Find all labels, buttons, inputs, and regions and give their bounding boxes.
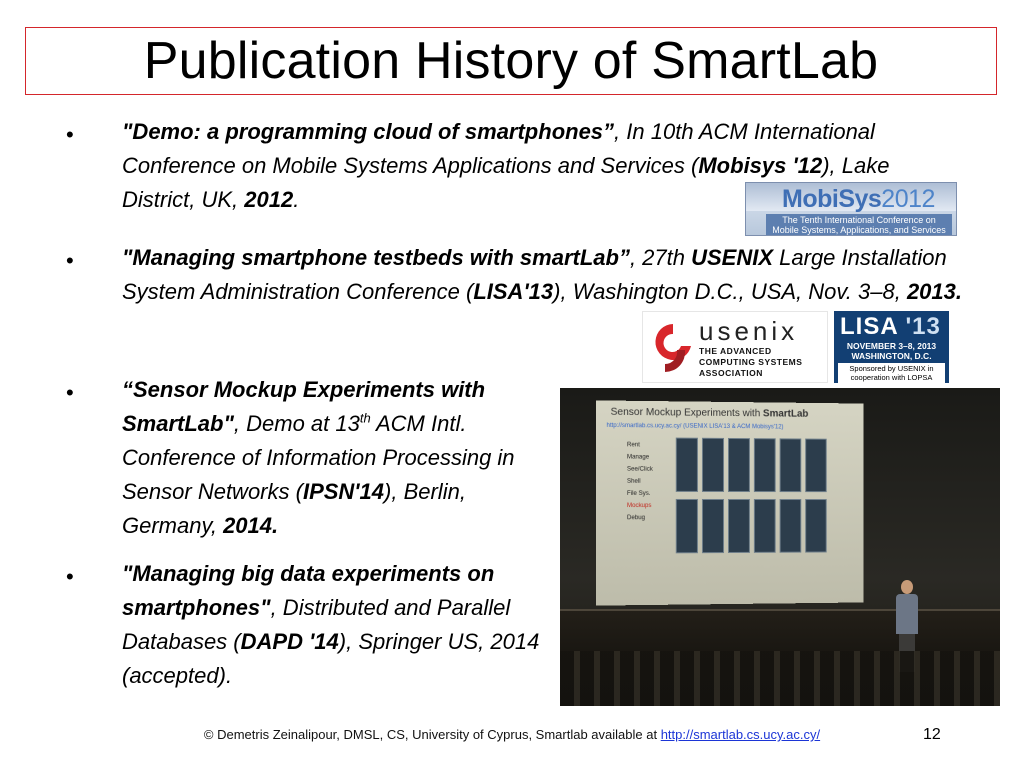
pub-venue: Mobisys '12 bbox=[698, 153, 823, 178]
smartlab-link[interactable]: http://smartlab.cs.ucy.ac.cy/ bbox=[660, 727, 821, 742]
footer: © Demetris Zeinalipour, DMSL, CS, Univer… bbox=[203, 727, 821, 742]
screen-nav-item: Debug bbox=[626, 515, 646, 522]
lisa-13-logo: LISA '13 NOVEMBER 3–8, 2013 WASHINGTON, … bbox=[834, 311, 949, 383]
page-number: 12 bbox=[923, 726, 941, 743]
pub-org: USENIX bbox=[691, 245, 774, 270]
pub-year: 2013. bbox=[906, 279, 962, 304]
pub-title: "Managing smartphone testbeds with smart… bbox=[122, 245, 630, 270]
publication-entry-1: "Demo: a programming cloud of smartphone… bbox=[122, 119, 890, 212]
title-box: Publication History of SmartLab bbox=[25, 27, 997, 95]
screen-nav-list: Rent Manage See/Click Shell File Sys. Mockups… bbox=[627, 439, 653, 524]
pub-year: 2014. bbox=[223, 513, 279, 538]
screen-nav-item: Manage bbox=[626, 454, 650, 461]
bullet-3: • bbox=[66, 380, 74, 405]
screen-nav-item: Rent bbox=[626, 442, 640, 449]
bullet-1: • bbox=[66, 122, 74, 147]
publication-entry-4: "Managing big data experiments on smartp… bbox=[122, 561, 540, 688]
screen-nav-item: See/Click bbox=[626, 466, 653, 473]
bullet-2: • bbox=[66, 248, 74, 273]
mobisys-2012-logo: MobiSys2012 The Tenth International Conf… bbox=[745, 182, 957, 236]
publication-entry-2: "Managing smartphone testbeds with smart… bbox=[122, 245, 962, 304]
device-grid bbox=[675, 437, 841, 557]
pub-venue: DAPD '14 bbox=[240, 629, 339, 654]
screen-nav-item: File Sys. bbox=[626, 490, 651, 497]
screen-nav-item: Mockups bbox=[626, 503, 652, 510]
pub-title: “Sensor Mockup Experiments with SmartLab… bbox=[122, 377, 486, 436]
usenix-mark-icon bbox=[655, 324, 691, 373]
bullet-4: • bbox=[66, 564, 74, 589]
pub-title: "Demo: a programming cloud of smartphone… bbox=[122, 119, 615, 144]
pub-title: "Managing big data experiments on smartp… bbox=[122, 561, 495, 620]
pub-venue: IPSN'14 bbox=[302, 479, 385, 504]
usenix-logo: usenix THE ADVANCED COMPUTING SYSTEMS AS… bbox=[642, 311, 828, 383]
pub-venue: LISA'13 bbox=[473, 279, 554, 304]
slide-title: Publication History of SmartLab bbox=[143, 32, 879, 90]
projection-screen: Sensor Mockup Experiments with SmartLab … bbox=[596, 400, 864, 606]
conference-demo-photo: Sensor Mockup Experiments with SmartLab … bbox=[560, 388, 1000, 706]
publication-entry-3: “Sensor Mockup Experiments with SmartLab… bbox=[122, 377, 515, 538]
pub-year: 2012 bbox=[244, 187, 294, 212]
screen-nav-item: Shell bbox=[626, 478, 641, 485]
